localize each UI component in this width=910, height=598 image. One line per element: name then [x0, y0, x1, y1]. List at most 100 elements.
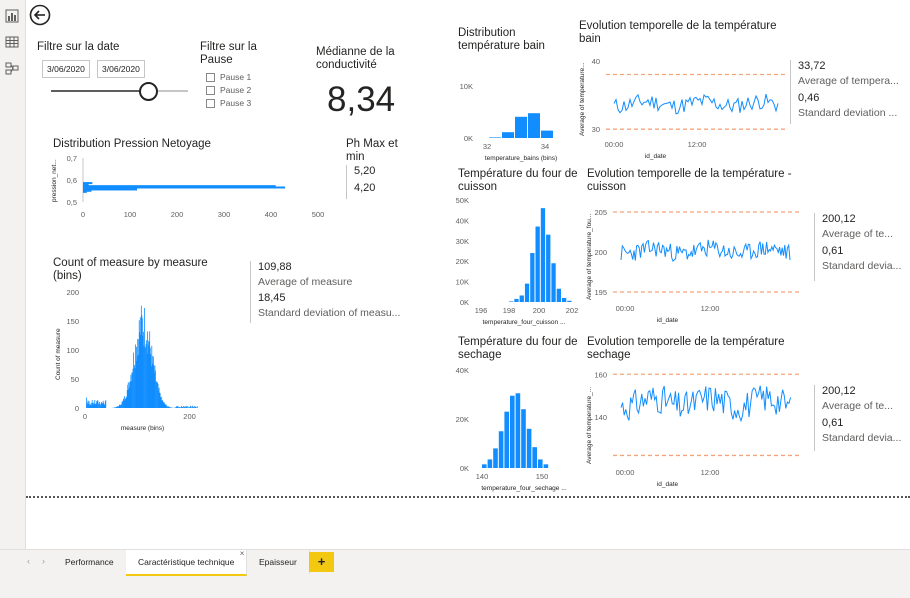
sechage_hist-bar — [493, 448, 498, 468]
bains_hist-x-tick: 32 — [483, 142, 491, 151]
pression-x-tick: 200 — [171, 210, 184, 219]
cuisson-line-chart: Average of temperature_fou...20520019500… — [583, 200, 805, 328]
page-boundary-line — [26, 496, 910, 498]
cuisson_hist-x-tick: 196 — [475, 306, 488, 315]
measure-y-tick: 0 — [75, 404, 79, 413]
tab-close-icon[interactable]: × — [240, 542, 245, 566]
ph-max-value: 5,20 — [354, 165, 387, 182]
sechage-line-title: Evolution temporelle de la température s… — [587, 336, 807, 362]
bain-average-value: 33,72 — [798, 60, 909, 72]
measure-x-axis-label: measure (bins) — [121, 425, 164, 432]
sechage_hist-bar — [504, 412, 509, 468]
pause-option-label: Pause 2 — [220, 85, 251, 95]
back-arrow-icon[interactable] — [29, 4, 51, 26]
date-slider-handle[interactable] — [139, 82, 158, 101]
date-slider-fill — [51, 90, 148, 92]
bain-stddev-label: Standard deviation ... — [798, 107, 909, 119]
measure-average-label: Average of measure — [258, 276, 416, 288]
cuisson_hist-bar — [509, 301, 513, 302]
cuisson-stats: 200,12 Average of te... 0,61 Standard de… — [814, 213, 909, 281]
tab-caracteristique-technique[interactable]: Caractéristique technique × — [126, 550, 247, 576]
report-view-icon[interactable] — [5, 9, 19, 23]
bain_line-x-tick: 12:00 — [688, 140, 707, 149]
date-filter-title: Filtre sur la date — [37, 41, 119, 54]
table-view-icon[interactable] — [5, 35, 19, 49]
bain_line-series-line — [614, 94, 778, 114]
cuisson_hist-bar — [525, 284, 529, 302]
tab-label: Caractéristique technique — [138, 557, 234, 567]
pression-x-tick: 500 — [312, 210, 325, 219]
tab-scroll-right-icon[interactable]: › — [42, 556, 45, 566]
pression-axis-label: pression_net... — [51, 159, 58, 202]
pause-option-3[interactable]: Pause 3 — [206, 97, 251, 110]
add-page-button[interactable]: + — [309, 552, 334, 572]
bains_hist-x-tick: 34 — [541, 142, 549, 151]
checkbox[interactable] — [206, 73, 215, 82]
cuisson_hist-y-tick: 0K — [460, 298, 469, 307]
measure-bar — [195, 407, 196, 408]
sechage_line-y-tick: 140 — [594, 413, 607, 422]
measure-y-tick: 100 — [66, 346, 79, 355]
tab-epaisseur[interactable]: Epaisseur — [247, 550, 310, 574]
cuisson_hist-x-tick: 200 — [533, 306, 546, 315]
tab-performance[interactable]: Performance — [53, 550, 127, 574]
date-end-input[interactable]: 3/06/2020 — [97, 60, 145, 78]
sechage_hist-x-tick: 140 — [476, 472, 489, 481]
measure-bar — [193, 407, 194, 408]
measure-x-tick: 0 — [83, 412, 87, 421]
cuisson_hist-bar — [530, 253, 534, 302]
pression-y-tick: 0,6 — [67, 176, 77, 185]
sechage_line-series-line — [621, 386, 791, 421]
checkbox[interactable] — [206, 86, 215, 95]
bain_line-x-axis-label: id_date — [645, 153, 667, 160]
measure-x-tick: 200 — [183, 412, 196, 421]
cuisson-line-title: Evolution temporelle de la température -… — [587, 168, 807, 194]
measure-chart-title: Count of measure by measure (bins) — [53, 257, 223, 283]
sechage_line-y-tick: 160 — [594, 370, 607, 379]
ph-min-value: 4,20 — [354, 182, 387, 194]
cuisson-stddev-label: Standard devia... — [822, 260, 909, 272]
measure-y-axis-label: Count of measure — [55, 328, 62, 380]
sechage_hist-bar — [521, 409, 526, 468]
pression-bar — [83, 182, 92, 184]
bain-stddev-value: 0,46 — [798, 92, 909, 104]
tab-scroll-left-icon[interactable]: ‹ — [27, 556, 30, 566]
sechage_hist-bar — [510, 396, 515, 468]
cuisson_hist-y-tick: 20K — [456, 257, 469, 266]
model-view-icon[interactable] — [5, 61, 19, 75]
cuisson_hist-bar — [541, 208, 545, 302]
measure-bar — [178, 406, 179, 408]
cuisson_hist-bar — [551, 263, 555, 302]
cuisson_hist-y-tick: 40K — [456, 216, 469, 225]
checkbox[interactable] — [206, 99, 215, 108]
pause-option-1[interactable]: Pause 1 — [206, 71, 251, 84]
pression-y-tick: 0,5 — [67, 198, 77, 207]
cuisson_hist-bar — [536, 227, 540, 302]
ph-card-title: Ph Max et min — [346, 138, 406, 164]
cuisson_line-x-tick: 12:00 — [701, 304, 720, 313]
sechage_hist-x-tick: 150 — [536, 472, 549, 481]
sechage_line-y-axis-label: Average of temperature_... — [586, 387, 593, 464]
pression-x-tick: 0 — [81, 210, 85, 219]
bains_hist-bar — [489, 137, 501, 138]
sechage-stddev-label: Standard devia... — [822, 432, 909, 444]
pause-option-label: Pause 3 — [220, 98, 251, 108]
cuisson_hist-bar — [562, 298, 566, 302]
measure-bar — [180, 407, 181, 408]
measure-average-value: 109,88 — [258, 261, 416, 273]
measure-y-tick: 150 — [66, 317, 79, 326]
sechage-hist-title: Température du four de sechage — [458, 336, 583, 362]
measure-stddev-label: Standard deviation of measu... — [258, 307, 416, 319]
pause-option-2[interactable]: Pause 2 — [206, 84, 251, 97]
date-start-input[interactable]: 3/06/2020 — [42, 60, 90, 78]
median-card-value: 8,34 — [327, 80, 395, 120]
cuisson_hist-x-tick: 202 — [566, 306, 579, 315]
sechage-stddev-value: 0,61 — [822, 417, 909, 429]
bains_hist-bar — [541, 131, 553, 138]
cuisson_hist-bar — [567, 301, 571, 302]
sechage_hist-x-axis-label: temperature_four_sechage ... — [481, 485, 566, 492]
pression-x-tick: 400 — [265, 210, 278, 219]
